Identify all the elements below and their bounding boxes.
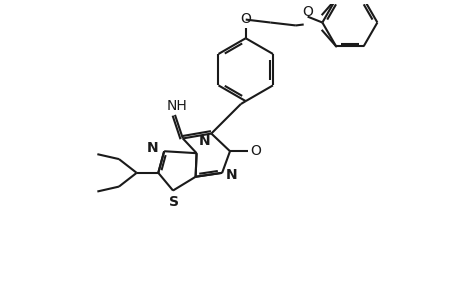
Text: N: N [146, 141, 158, 155]
Text: O: O [250, 144, 261, 158]
Text: N: N [198, 134, 210, 148]
Text: NH: NH [166, 99, 187, 113]
Text: O: O [302, 4, 313, 19]
Text: S: S [168, 195, 179, 209]
Text: N: N [225, 168, 237, 182]
Text: O: O [240, 12, 251, 26]
